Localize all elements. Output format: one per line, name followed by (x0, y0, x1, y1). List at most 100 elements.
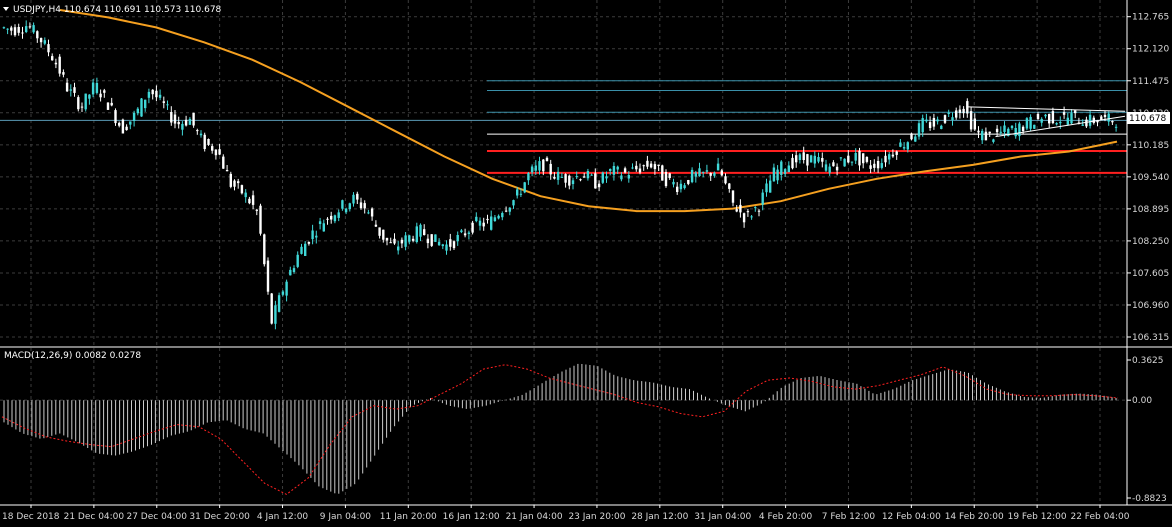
candle-body (698, 168, 701, 176)
candle-body (649, 163, 653, 168)
candle-body (136, 108, 139, 114)
symbol-dropdown-icon[interactable] (3, 7, 9, 11)
candle-body (627, 175, 630, 179)
candle-body (259, 205, 262, 234)
candle-body (218, 149, 221, 155)
candle-body (988, 131, 991, 134)
candle-body (248, 198, 251, 204)
time-tick-label: 31 Jan 04:00 (694, 512, 751, 522)
price-tick-label: 110.185 (1132, 141, 1169, 151)
candle-body (925, 119, 928, 122)
moving-average-line (59, 9, 1118, 213)
candle-body (951, 117, 954, 121)
candle-body (88, 94, 91, 99)
candle-body (854, 153, 857, 161)
candle-body (397, 246, 400, 251)
candle-body (277, 295, 281, 312)
candle-body (437, 241, 441, 246)
candle-body (1059, 121, 1062, 124)
candle-body (545, 157, 549, 162)
candle-body (181, 123, 184, 130)
candle-body (13, 27, 17, 36)
candle-body (341, 200, 344, 209)
candle-body (17, 27, 20, 33)
candle-body (977, 130, 980, 133)
candle-body (679, 183, 683, 190)
time-tick-label: 31 Dec 20:00 (189, 512, 250, 522)
triangle-pattern[interactable] (968, 106, 1126, 138)
candle-body (1103, 114, 1107, 118)
candle-body (564, 174, 567, 183)
macd-tick-label: 0.3625 (1132, 356, 1164, 366)
candle-body (731, 190, 735, 203)
candle-body (1088, 114, 1092, 126)
candle-body (10, 27, 13, 31)
candle-body (222, 156, 225, 169)
time-tick-label: 19 Feb 12:00 (1008, 512, 1067, 522)
candle-body (1092, 117, 1095, 123)
candle-body (419, 224, 422, 237)
candle-body (1036, 113, 1040, 119)
candle-body (579, 179, 582, 181)
candle-body (1085, 119, 1088, 127)
candle-body (1003, 125, 1006, 132)
moving-average (59, 9, 1118, 213)
candle-body (605, 176, 608, 179)
candle-body (467, 232, 471, 234)
candle-body (806, 154, 809, 166)
price-tick-label: 106.960 (1132, 301, 1169, 311)
horizontal-levels[interactable] (0, 80, 1127, 174)
candle-body (969, 111, 973, 130)
candle-body (84, 93, 87, 110)
candle-body (1055, 123, 1058, 125)
candle-body (839, 157, 843, 159)
candle-body (709, 173, 712, 176)
candle-body (73, 87, 76, 93)
candle-body (772, 167, 776, 182)
candle-body (724, 176, 727, 184)
candle-body (289, 269, 292, 276)
time-axis: 18 Dec 2018 21 Dec 04:00 27 Dec 04:00 31 De… (2, 505, 1130, 522)
candle-body (858, 150, 861, 166)
candle-body (1010, 125, 1014, 129)
candle-body (281, 291, 285, 295)
candle-body (817, 157, 820, 162)
candle-body (77, 97, 80, 110)
candle-body (80, 106, 84, 108)
candle-body (47, 44, 50, 53)
candle-body (508, 207, 511, 212)
candle-body (802, 152, 805, 160)
price-tick-label: 109.540 (1132, 173, 1169, 183)
candle-body (884, 155, 887, 163)
candle-body (683, 185, 686, 189)
candle-body (549, 163, 552, 175)
candle-body (188, 118, 192, 125)
candle-body (888, 154, 891, 160)
candle-body (51, 56, 54, 61)
price-tick-label: 112.120 (1132, 45, 1169, 55)
candle-body (1021, 126, 1025, 132)
candle-body (523, 182, 526, 193)
candle-body (586, 171, 590, 179)
candle-body (992, 139, 995, 142)
candle-body (352, 194, 355, 204)
candle-body (274, 305, 277, 324)
candle-body (735, 209, 738, 212)
candle-body (928, 122, 932, 128)
candle-body (501, 213, 504, 218)
candle-body (140, 98, 143, 117)
candle-body (1040, 118, 1043, 123)
candle-body (456, 235, 459, 242)
candle-body (999, 131, 1002, 133)
triangle-lower-line[interactable] (995, 115, 1126, 138)
candle-body (869, 165, 872, 169)
candle-body (635, 165, 638, 170)
candle-body (876, 161, 880, 169)
candle-body (769, 180, 772, 193)
candle-body (158, 94, 162, 98)
time-tick-label: 21 Jan 04:00 (506, 512, 563, 522)
candle-body (356, 193, 359, 200)
candle-body (754, 207, 757, 209)
triangle-upper-line[interactable] (968, 106, 1126, 112)
